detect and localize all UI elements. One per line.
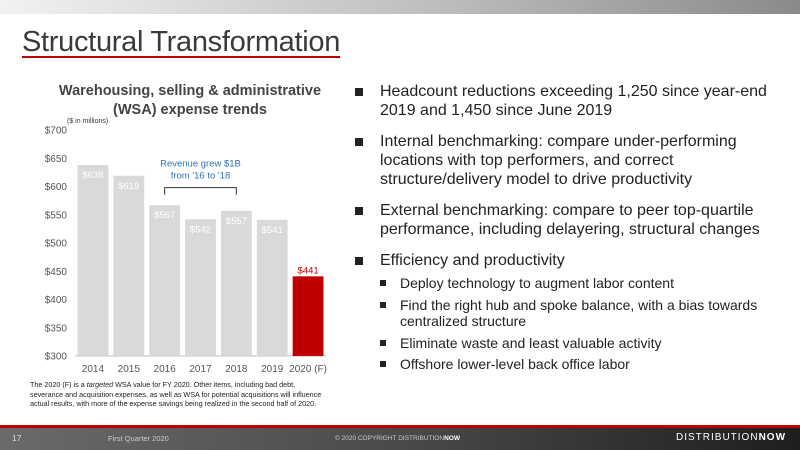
bullet-item: Efficiency and productivity — [352, 251, 772, 270]
square-bullet-icon — [355, 257, 363, 265]
x-tick-label: 2014 — [82, 364, 105, 375]
top-gradient-bar — [0, 0, 800, 14]
bar — [256, 219, 288, 356]
bullet-list: Headcount reductions exceeding 1,250 sin… — [352, 82, 772, 378]
chart-footnote: The 2020 (F) is a targeted WSA value for… — [30, 380, 322, 409]
annotation-text: Revenue grew $1B — [160, 159, 241, 170]
sub-bullet-item: Eliminate waste and least valuable activ… — [352, 335, 772, 352]
y-tick-label: $600 — [45, 182, 68, 193]
square-bullet-icon — [355, 138, 363, 146]
x-tick-label: 2018 — [225, 364, 248, 375]
sub-bullet-item: Offshore lower-level back office labor — [352, 356, 772, 373]
bullet-text: External benchmarking: compare to peer t… — [380, 202, 760, 238]
bar — [77, 165, 109, 356]
annotation-bracket — [164, 187, 237, 195]
x-tick-label: 2015 — [118, 364, 141, 375]
company-logo: DISTRIBUTIONNOW — [676, 432, 787, 443]
bullet-text: Internal benchmarking: compare under-per… — [380, 133, 737, 188]
y-tick-label: $350 — [45, 323, 68, 334]
square-bullet-icon — [380, 339, 386, 346]
bar-data-label: $619 — [118, 181, 139, 192]
bullet-item: Internal benchmarking: compare under-per… — [352, 132, 772, 189]
copyright-text: © 2020 COPYRIGHT DISTRIBUTIONNOW — [335, 435, 460, 442]
bar-data-label: $567 — [154, 210, 175, 221]
footer-bar — [0, 428, 800, 450]
bar — [185, 219, 216, 356]
square-bullet-icon — [355, 207, 363, 215]
footer-accent-line — [0, 425, 800, 428]
sub-bullet-item: Deploy technology to augment labor conte… — [352, 275, 772, 292]
bullet-item: External benchmarking: compare to peer t… — [352, 201, 772, 239]
bar — [149, 205, 181, 356]
x-tick-label: 2019 — [261, 364, 284, 375]
bar — [292, 276, 324, 356]
bar-data-label: $557 — [226, 216, 247, 227]
bar-data-label: $441 — [298, 265, 319, 276]
annotation-text: from '16 to '18 — [171, 171, 231, 182]
sub-bullet-text: Find the right hub and spoke balance, wi… — [400, 296, 758, 330]
y-tick-label: $400 — [45, 295, 68, 306]
y-tick-label: $550 — [45, 210, 68, 221]
sub-bullet-text: Deploy technology to augment labor conte… — [400, 275, 674, 291]
sub-bullet-item: Find the right hub and spoke balance, wi… — [352, 297, 772, 330]
bullet-text: Efficiency and productivity — [380, 252, 565, 269]
slide-title: Structural Transformation — [22, 26, 341, 58]
bar-data-label: $541 — [262, 225, 283, 236]
footer-quarter-label: First Quarter 2020 — [108, 434, 169, 443]
footnote-emphasis: targeted — [86, 380, 114, 389]
bar — [220, 210, 252, 356]
y-tick-label: $300 — [45, 352, 68, 363]
chart-units-note: ($ in millions) — [67, 118, 109, 125]
sub-bullet-text: Eliminate waste and least valuable activ… — [400, 334, 662, 351]
y-tick-label: $450 — [45, 267, 68, 278]
x-tick-label: 2016 — [154, 364, 177, 375]
x-tick-label: 2017 — [189, 364, 212, 375]
y-tick-label: $700 — [45, 126, 68, 137]
wsa-bar-chart: $300 $350 $400 $450 $500 $550 $600 $650 $700 $638… — [45, 126, 327, 376]
sub-bullet-text: Offshore lower-level back office labor — [400, 356, 630, 372]
square-bullet-icon — [380, 361, 386, 367]
square-bullet-icon — [380, 301, 386, 308]
page-number: 17 — [12, 433, 22, 443]
bar — [113, 175, 145, 356]
chart-title: Warehousing, selling & administrative (W… — [58, 83, 322, 118]
square-bullet-icon — [380, 280, 386, 286]
y-tick-label: $650 — [45, 154, 68, 165]
square-bullet-icon — [355, 88, 363, 96]
bar-data-label: $638 — [82, 170, 103, 181]
bar-data-label: $542 — [190, 224, 211, 235]
x-tick-label: 2020 (F) — [289, 364, 327, 375]
y-tick-label: $500 — [45, 239, 68, 250]
bullet-item: Headcount reductions exceeding 1,250 sin… — [352, 82, 772, 120]
bullet-text: Headcount reductions exceeding 1,250 sin… — [380, 83, 767, 119]
